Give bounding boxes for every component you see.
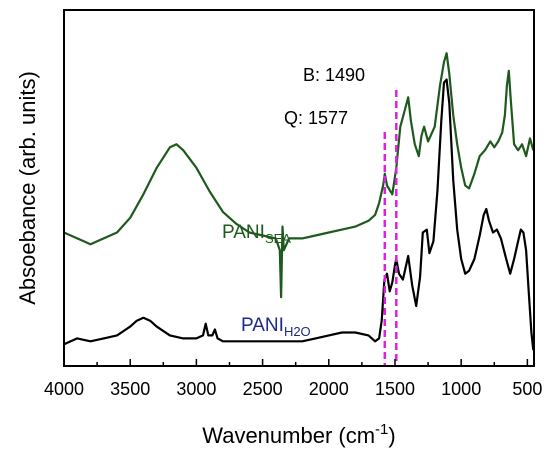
x-axis-ticks: 4000 3500 3000 2500 2000 1500 1000 500 xyxy=(44,359,542,399)
series-line-pani-sea xyxy=(63,52,535,299)
x-axis-title-close: ) xyxy=(388,423,395,448)
x-tick-label: 2500 xyxy=(243,379,283,399)
annotation-q-label: Q: 1577 xyxy=(284,108,348,128)
series-label-pani-h2o-sub: H2O xyxy=(284,324,311,339)
x-tick-label: 1500 xyxy=(375,379,415,399)
x-axis-title-superscript: -1 xyxy=(375,421,388,438)
x-tick-label: 500 xyxy=(512,379,542,399)
x-tick-label: 3000 xyxy=(176,379,216,399)
x-axis-title: Wavenumber (cm-1) xyxy=(202,421,395,448)
x-tick-label: 4000 xyxy=(44,379,84,399)
series-label-pani-h2o: PANIH2O xyxy=(241,315,311,339)
plot-marks xyxy=(63,52,535,366)
series-label-pani-sea-sub: SEA xyxy=(265,231,291,246)
x-tick-label: 1000 xyxy=(441,379,481,399)
x-tick-label: 2000 xyxy=(309,379,349,399)
annotation-b-label: B: 1490 xyxy=(303,65,365,85)
plot-frame xyxy=(63,9,535,367)
x-axis-title-text: Wavenumber (cm xyxy=(202,423,375,448)
y-axis-title: Absoebance (arb. units) xyxy=(15,71,40,305)
series-label-pani-h2o-main: PANI xyxy=(241,315,284,336)
x-tick-label: 3500 xyxy=(110,379,150,399)
series-label-pani-sea: PANISEA xyxy=(222,222,291,246)
series-label-pani-sea-main: PANI xyxy=(222,222,265,243)
